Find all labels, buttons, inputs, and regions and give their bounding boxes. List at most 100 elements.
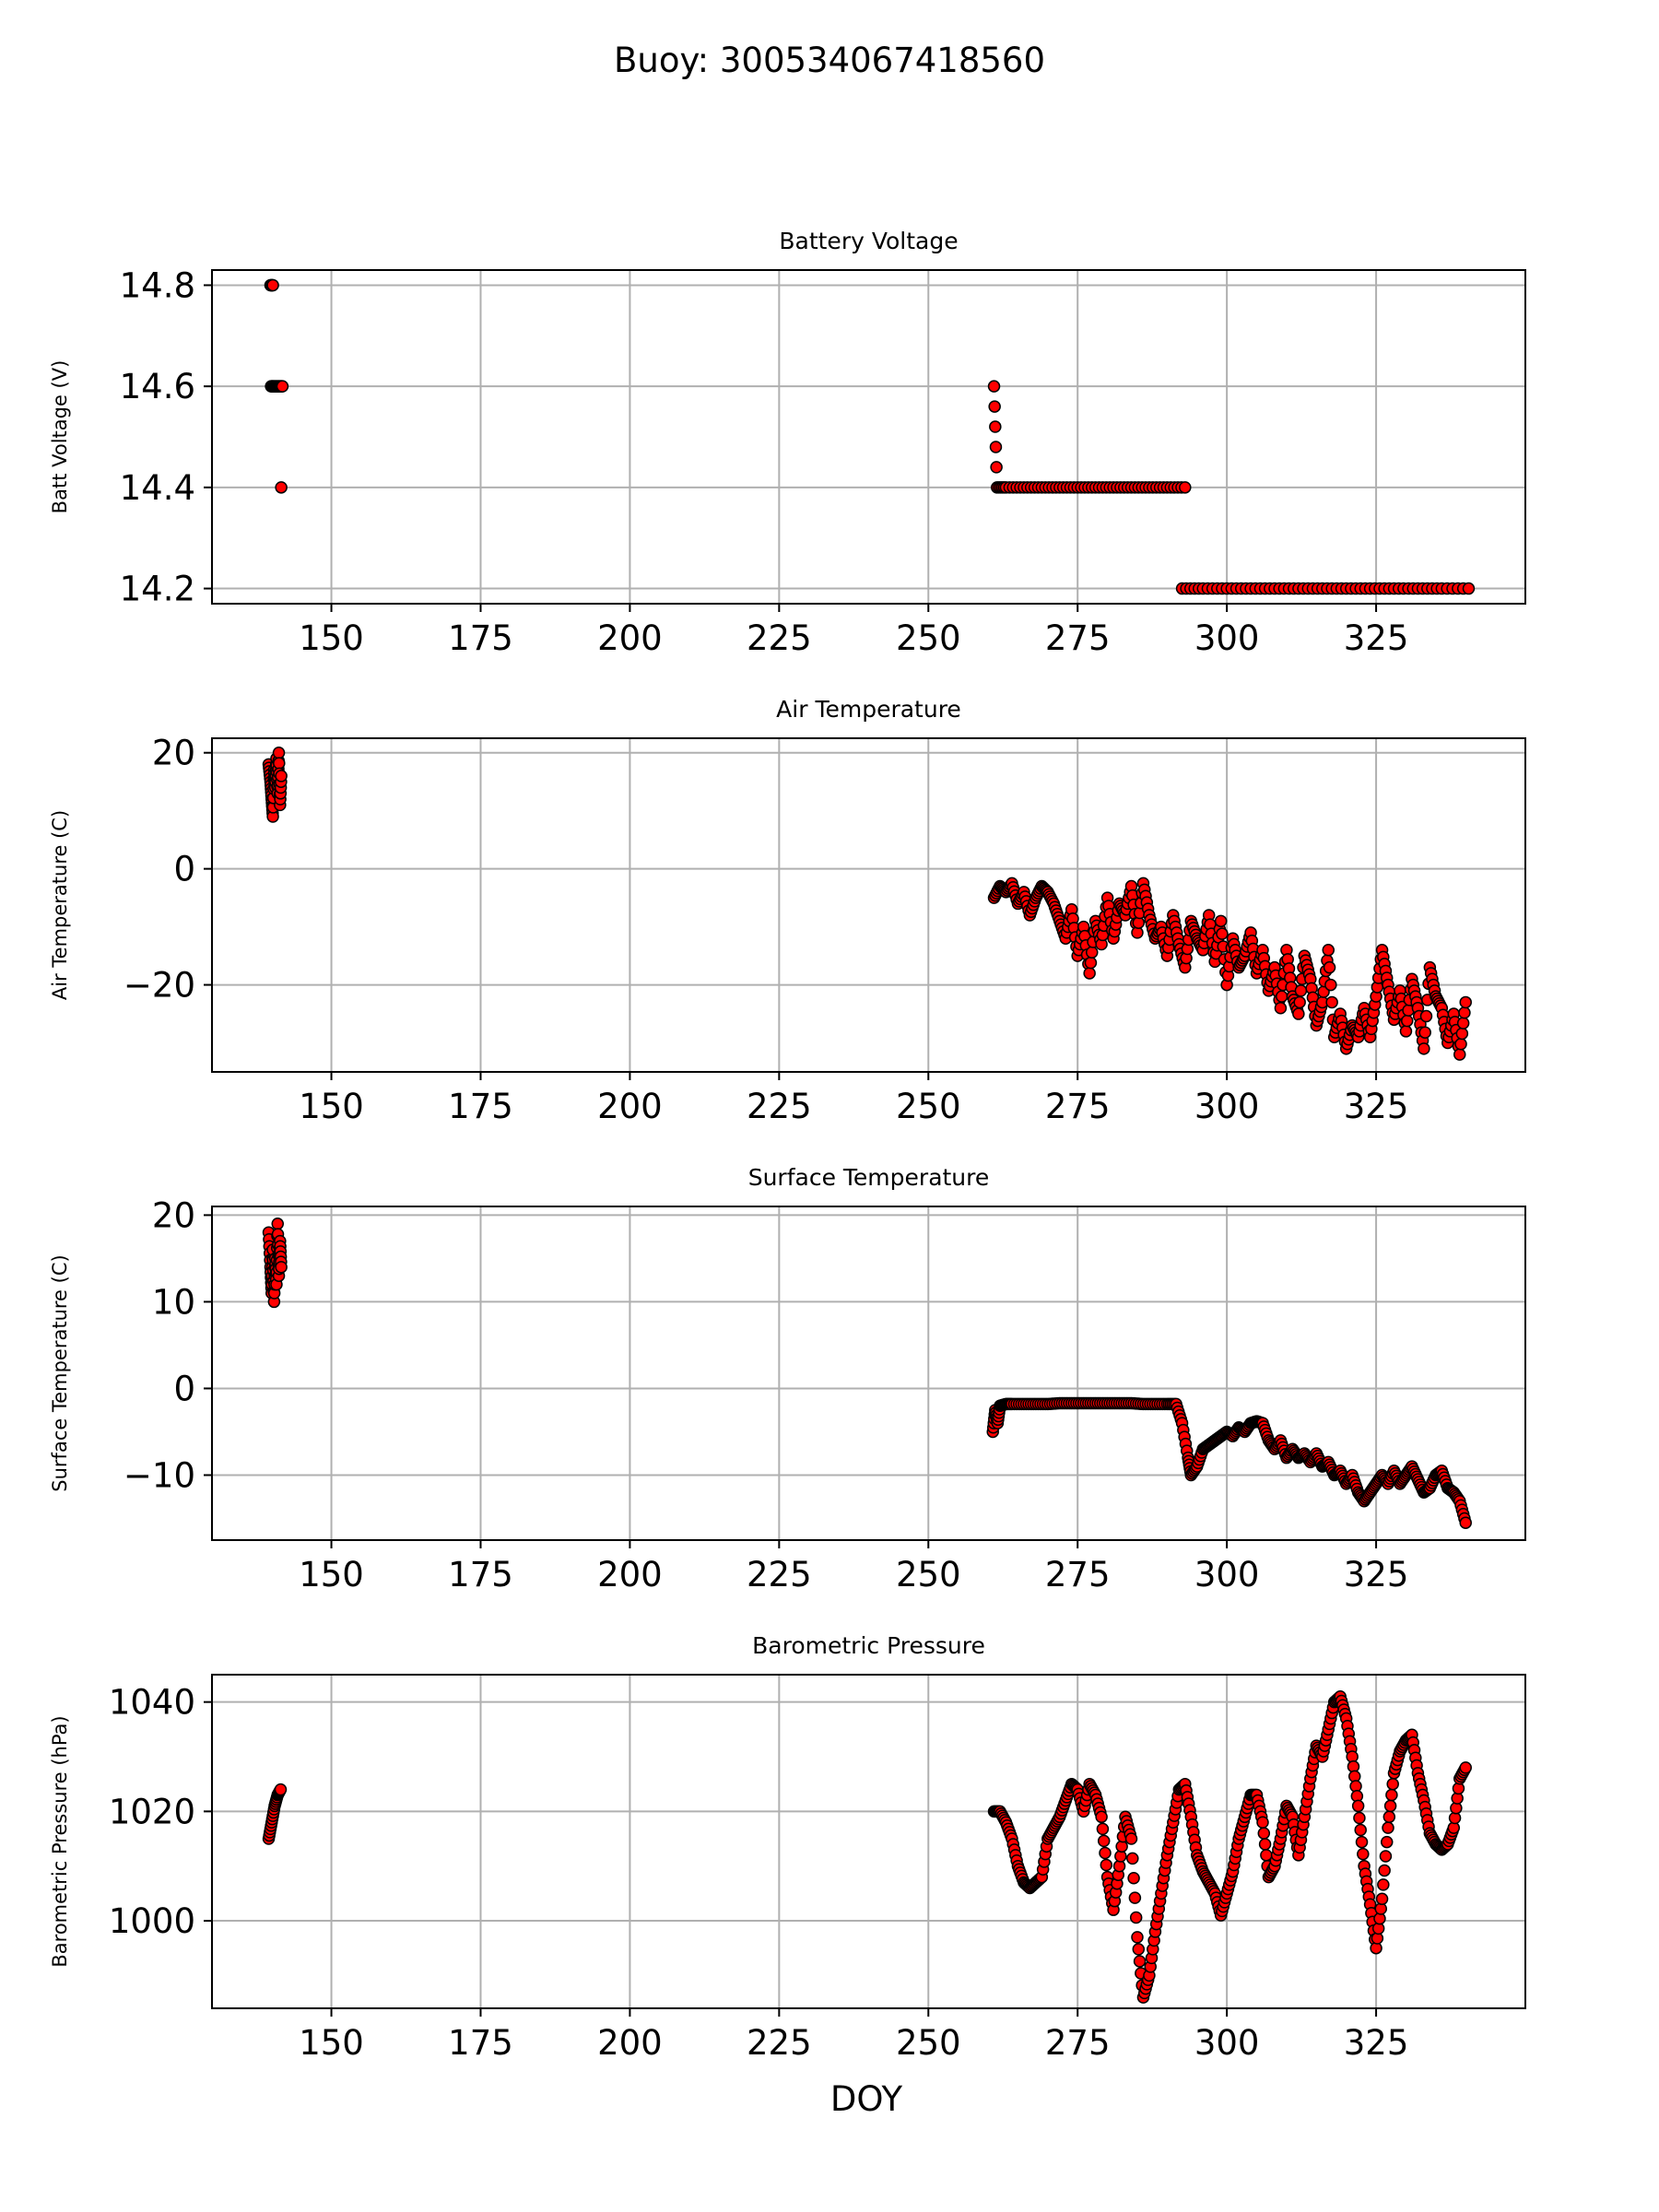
data-point [1382,1810,1396,1824]
axes-frame [211,269,1526,605]
data-point [1459,1516,1472,1529]
data-point [1257,1827,1271,1840]
x-tick-label: 200 [597,1555,663,1594]
x-tick-label: 325 [1344,2023,1409,2063]
x-tick-label: 225 [747,1087,812,1126]
data-point [266,278,279,292]
panel-2: Air Temperature Air Temperature (C) 150 175… [49,696,1526,1126]
data-point [1459,1761,1472,1774]
data-point [1099,1846,1112,1860]
data-point [1292,1007,1305,1020]
data-point [1179,481,1192,494]
x-tick-label: 275 [1045,1087,1111,1126]
data-point [1419,1009,1433,1023]
data-point [1128,1891,1142,1904]
data-point [1357,1847,1370,1861]
data-point [1095,1810,1108,1824]
data-point [989,420,1002,433]
y-tick-label: 1020 [109,1792,195,1831]
x-tick-label: 225 [747,618,812,658]
data-point [1377,1878,1390,1891]
x-tick-label: 275 [1045,1555,1111,1594]
data-point [1096,1822,1110,1836]
data-points [264,278,1476,595]
data-point [1293,995,1306,1009]
x-tick-label: 175 [448,2023,513,2063]
y-tick-label: −10 [124,1455,195,1495]
data-point [276,380,289,393]
x-tick-label: 200 [597,1087,663,1126]
x-tick-label: 250 [896,2023,961,2063]
data-point [1124,1832,1138,1845]
y-tick-label: 10 [152,1282,195,1322]
data-point [1382,1821,1394,1834]
data-point [1294,984,1308,997]
x-tick-label: 250 [896,618,961,658]
y-axis-label: Surface Temperature (C) [49,1254,71,1491]
data-point [1216,927,1229,940]
data-point [1380,1835,1394,1849]
x-tick-label: 325 [1344,1087,1409,1126]
x-tick-label: 325 [1344,1555,1409,1594]
data-point [1379,1850,1393,1863]
data-point [275,1261,288,1274]
x-tick-label: 150 [299,1087,364,1126]
data-point [989,441,1003,453]
x-tick-label: 300 [1194,618,1260,658]
y-tick-label: 14.6 [120,367,195,406]
data-point [1274,1001,1288,1015]
data-point [275,481,288,494]
y-tick-label: 20 [152,1195,195,1235]
data-point [1275,990,1288,1003]
data-point [1459,995,1472,1009]
x-tick-label: 150 [299,1555,364,1594]
x-tick-label: 200 [597,618,663,658]
data-point [274,1783,288,1796]
data-point [1086,946,1099,959]
x-tick-label: 275 [1045,2023,1111,2063]
y-tick-label: 14.2 [120,570,195,609]
data-point [1131,1931,1144,1944]
data-points [262,746,1472,1061]
data-point [1354,1823,1367,1837]
y-tick-label: 20 [152,734,195,773]
data-point [1456,1017,1470,1030]
data-point [1132,1943,1146,1956]
data-point [1129,1911,1143,1924]
x-tick-label: 225 [747,2023,812,2063]
x-tick-label: 250 [896,1555,961,1594]
data-point [1375,1892,1389,1906]
figure-title: Buoy: 300534067418560 [614,41,1045,80]
x-tick-label: 150 [299,618,364,658]
x-tick-label: 300 [1194,2023,1260,2063]
data-point [1353,1811,1366,1825]
data-point [1323,960,1336,974]
x-tick-label: 300 [1194,1555,1260,1594]
data-point [1453,1048,1466,1061]
data-point [1097,1834,1111,1848]
panel-4: Barometric Pressure Barometric Pressure (… [49,1632,1526,2063]
data-point [1418,1042,1430,1055]
panel-1: Battery Voltage Batt Voltage (V) 150 175 200… [49,228,1526,658]
data-point [1322,944,1335,957]
data-point [273,757,286,770]
axes-frame [211,1674,1526,2009]
data-point [1258,1838,1272,1851]
data-point [1462,582,1476,595]
x-tick-label: 250 [896,1087,961,1126]
x-tick-label: 225 [747,1555,812,1594]
data-point [1386,1777,1399,1791]
x-tick-label: 150 [299,2023,364,2063]
panel-3: Surface Temperature Surface Temperature (… [49,1164,1526,1594]
y-tick-label: 0 [173,850,195,889]
x-tick-label: 325 [1344,618,1409,658]
y-tick-label: 0 [173,1369,195,1408]
data-point [1355,1835,1369,1849]
data-point [1385,1788,1398,1802]
data-point [1325,995,1338,1009]
data-point [1399,1025,1413,1038]
x-axis-label: DOY [830,2079,903,2119]
data-point [1084,956,1098,970]
